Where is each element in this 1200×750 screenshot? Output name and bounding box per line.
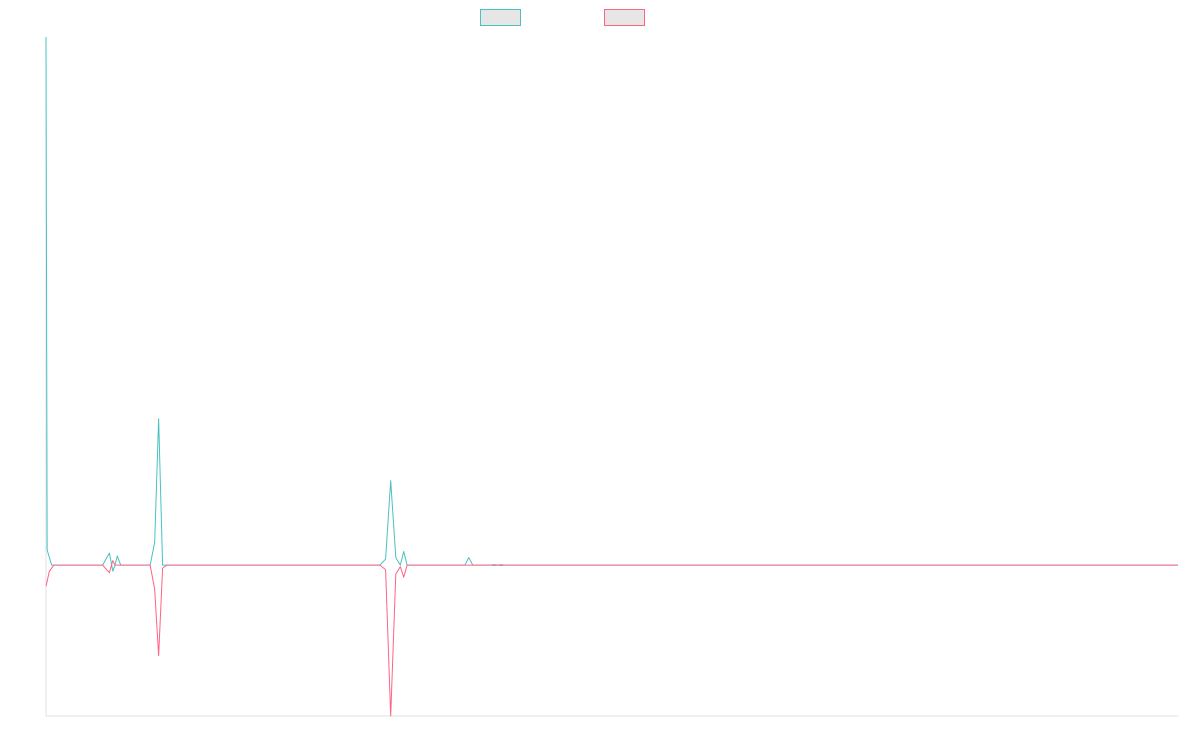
legend-swatch-1[interactable] <box>480 9 521 26</box>
legend[interactable] <box>480 9 645 26</box>
series-layer <box>45 36 1178 717</box>
axes <box>45 37 1178 717</box>
legend-swatch-2[interactable] <box>604 9 645 26</box>
series-line-2 <box>45 560 1178 717</box>
series-line-1 <box>45 36 1178 572</box>
